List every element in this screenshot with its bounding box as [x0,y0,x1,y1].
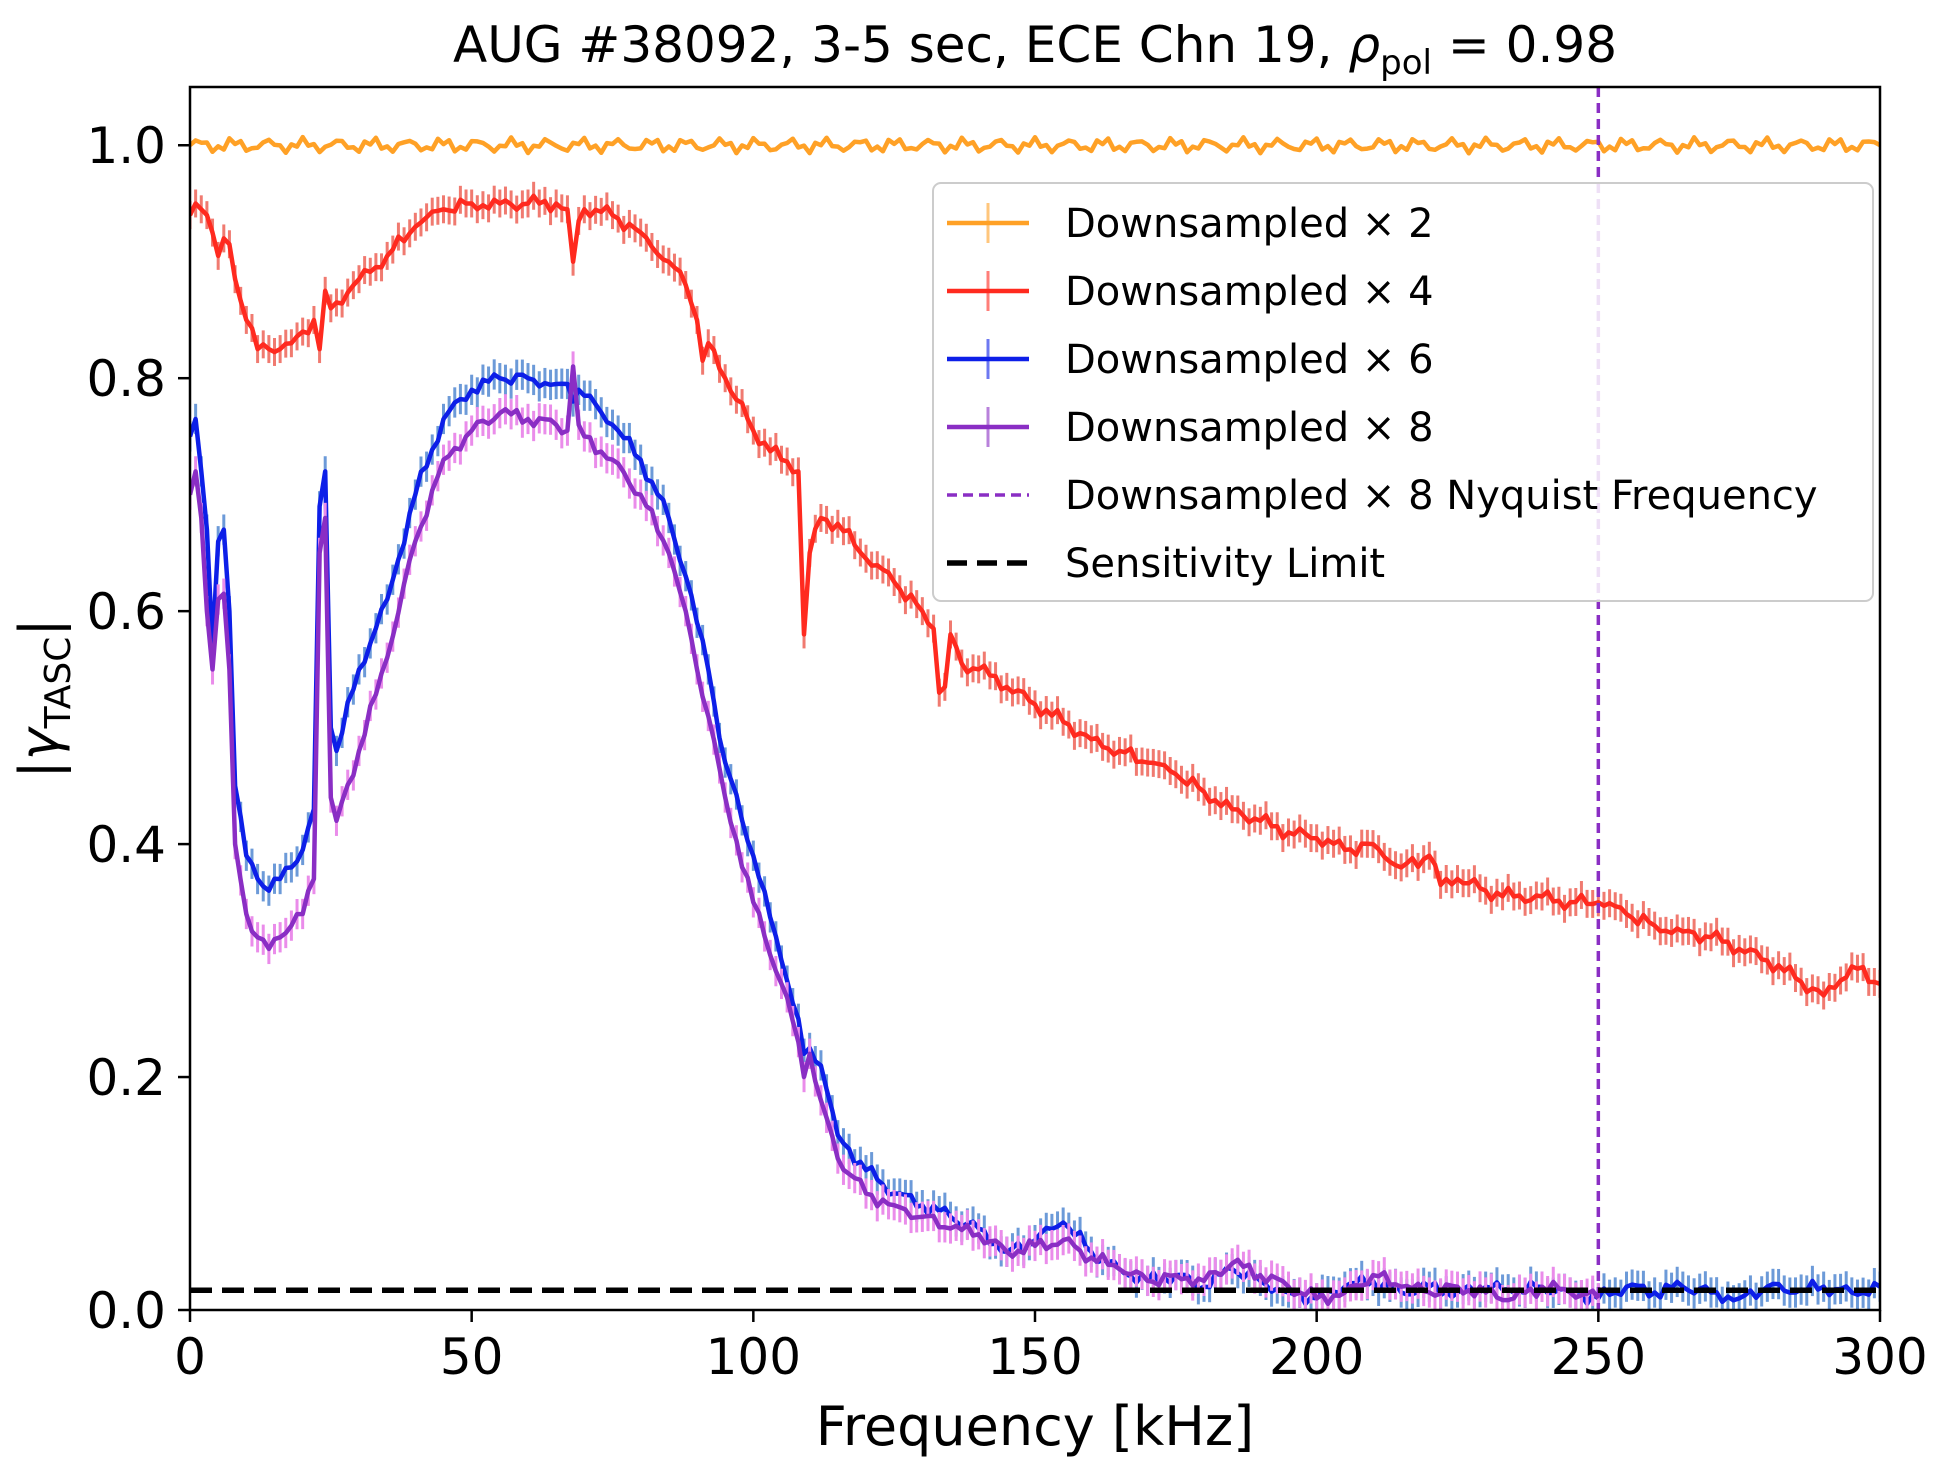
series-line-4 [190,364,1601,1307]
plot-clip-group [190,87,1880,1310]
x-tick-label: 50 [440,1328,504,1386]
chart-title-subscript: pol [1380,43,1432,83]
legend-box [932,182,1874,602]
series-downsampled-2 [190,134,1880,156]
x-tick-label: 300 [1832,1328,1927,1386]
y-tick-label: 0.6 [86,583,166,641]
legend-entry-downsampled-6: Downsampled × 6 [947,337,1434,383]
y-tick-label: 0.2 [86,1049,166,1107]
y-axis-label-suffix: | [8,618,71,636]
chart-title-rho: ρ [1348,16,1380,74]
legend-label: Downsampled × 6 [1065,337,1434,383]
legend-label: Sensitivity Limit [1065,541,1385,587]
legend-label: Downsampled × 8 [1065,405,1434,451]
legend-label: Downsampled × 2 [1065,201,1434,247]
y-axis-label-subscript: TASC [38,637,79,730]
series-line-2 [190,193,1880,998]
axes: 0 50 100 150 200 250 300 0.0 0.2 0.4 0.6 0.8 1.0 [86,85,1928,1386]
x-tick-label: 200 [1269,1328,1364,1386]
x-tick-label: 250 [1551,1328,1646,1386]
y-tick-label: 1.0 [86,117,166,175]
y-tick-label: 0.0 [86,1282,166,1340]
legend-entry-downsampled-4: Downsampled × 4 [947,269,1434,315]
series-downsampled-8 [190,351,1601,1310]
series-downsampled-4 [190,181,1880,1010]
series-line-1 [190,134,1880,156]
y-axis-label-symbol: |γ [8,725,71,778]
chart-title: AUG #38092, 3-5 sec, ECE Chn 19, ρpol = … [453,16,1617,83]
legend-label: Downsampled × 8 Nyquist Frequency [1065,473,1818,519]
chart-title-value: = 0.98 [1432,16,1617,74]
y-tick-label: 0.4 [86,816,166,874]
y-tick-label: 0.8 [86,350,166,408]
x-tick-label: 100 [706,1328,801,1386]
x-tick-label: 0 [174,1328,206,1386]
legend-entry-downsampled-8-nyquist-frequency: Downsampled × 8 Nyquist Frequency [947,473,1818,519]
x-tick-label: 150 [987,1328,1082,1386]
legend-entry-downsampled-2: Downsampled × 2 [947,201,1434,247]
legend-entry-downsampled-8: Downsampled × 8 [947,405,1434,451]
plot-area [190,87,1880,1310]
legend-entry-sensitivity-limit: Sensitivity Limit [947,541,1385,587]
legend: Downsampled × 2 Downsampled × 4 Downsample… [932,182,1874,602]
chart-title-text: AUG #38092, 3-5 sec, ECE Chn 19, [453,16,1348,74]
y-axis-label: |γTASC| [8,618,79,778]
titles: Frequency [kHz] |γTASC| AUG #38092, 3-5 se… [8,16,1617,1458]
legend-label: Downsampled × 4 [1065,269,1434,315]
x-axis-label: Frequency [kHz] [816,1395,1255,1458]
